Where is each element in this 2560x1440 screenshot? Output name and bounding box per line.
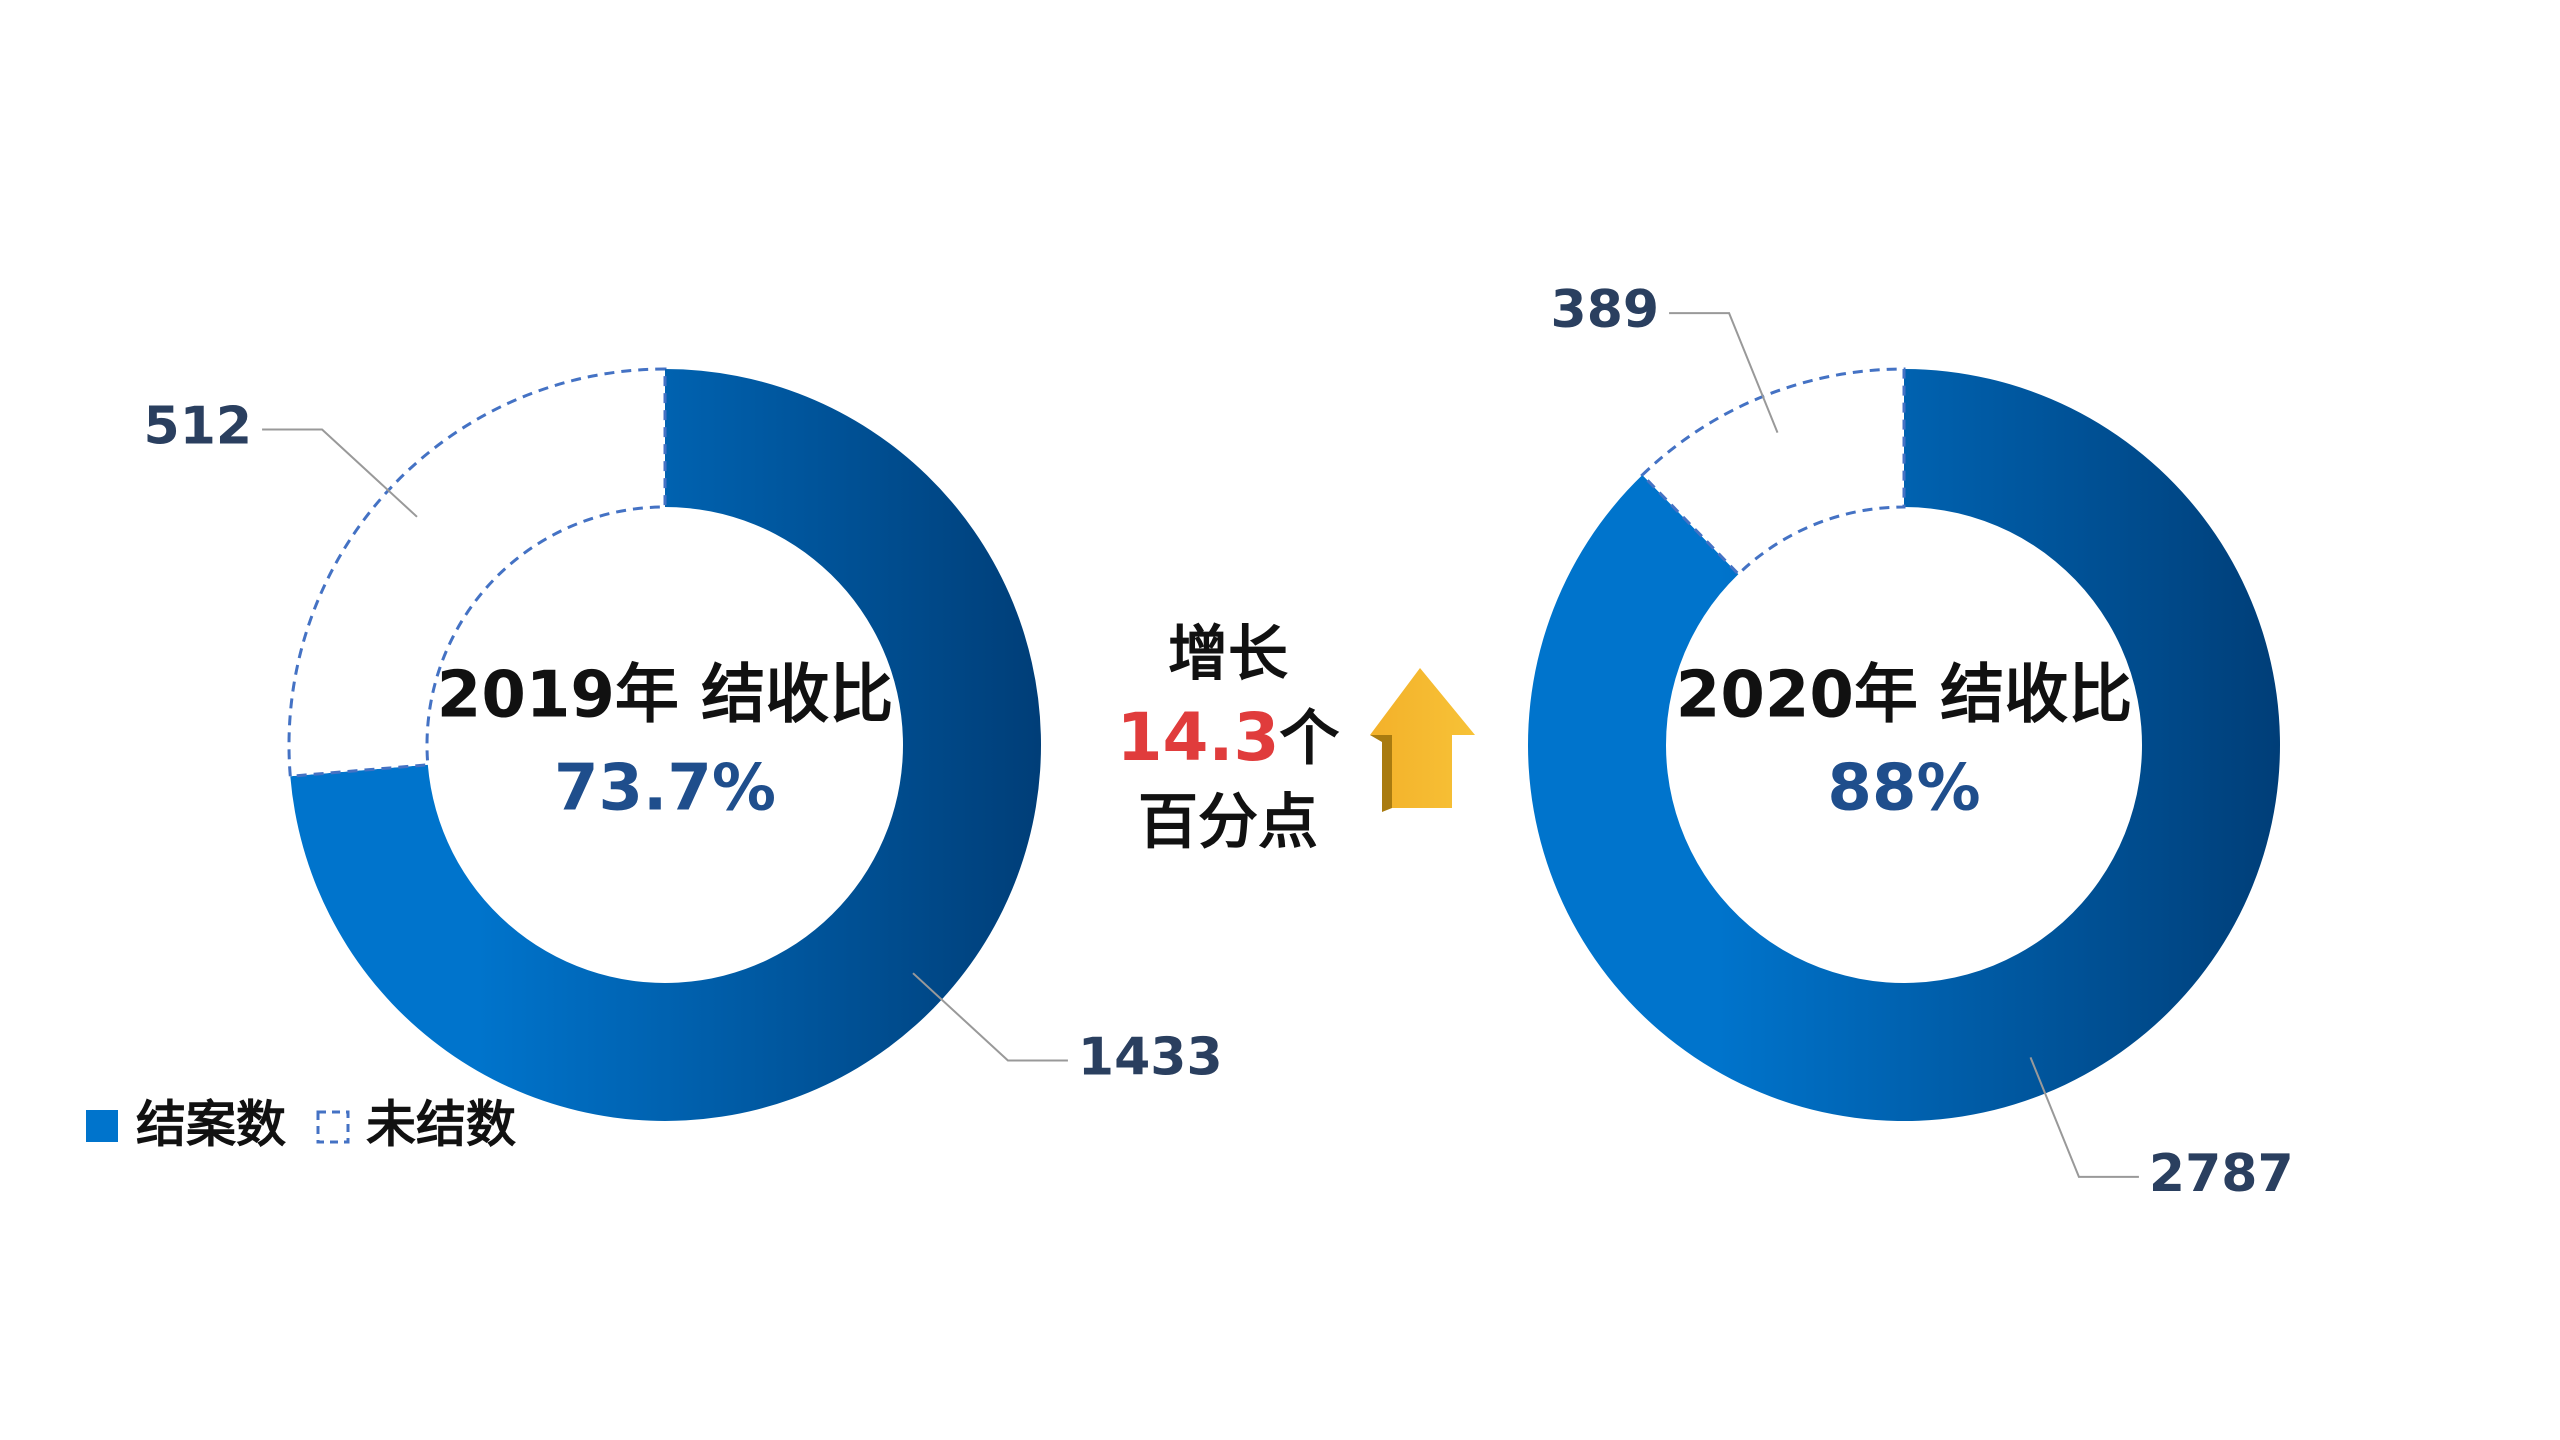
legend-label: 结案数 bbox=[136, 1096, 286, 1154]
legend: 结案数 未结数 bbox=[86, 1096, 516, 1154]
data-label: 1433 bbox=[1078, 1028, 1223, 1088]
annotation-number: 14.3 bbox=[1117, 699, 1280, 776]
leader-line bbox=[1669, 312, 1779, 434]
center-value: 88% bbox=[1827, 752, 1980, 826]
donut-slice bbox=[290, 369, 1041, 1121]
center-title: 2020年 结收比 bbox=[1676, 659, 2132, 733]
annotation: 增长 14.3个 百分点 bbox=[1117, 620, 1475, 858]
donut-slice bbox=[1640, 367, 1906, 577]
annotation-text: 百分点 bbox=[1138, 788, 1318, 858]
donut-slice bbox=[287, 367, 667, 778]
center-value: 73.7% bbox=[554, 752, 776, 826]
up-arrow bbox=[1370, 668, 1475, 808]
leader-line bbox=[262, 428, 418, 518]
legend-label: 未结数 bbox=[366, 1096, 516, 1154]
data-label: 389 bbox=[1551, 280, 1660, 340]
data-label: 2787 bbox=[2149, 1144, 2294, 1204]
leader-line bbox=[2029, 1056, 2139, 1178]
leader-line bbox=[912, 972, 1068, 1062]
center-title: 2019年 结收比 bbox=[437, 659, 893, 733]
up-arrow-shade bbox=[1370, 735, 1392, 812]
annotation-text: 14.3个 bbox=[1117, 699, 1340, 776]
legend-swatch bbox=[86, 1110, 118, 1142]
annotation-unit: 个 bbox=[1279, 704, 1339, 774]
annotation-text: 增长 bbox=[1168, 620, 1288, 690]
data-label: 512 bbox=[144, 396, 253, 456]
legend-swatch bbox=[316, 1110, 350, 1144]
donut-slice bbox=[1528, 369, 2281, 1121]
